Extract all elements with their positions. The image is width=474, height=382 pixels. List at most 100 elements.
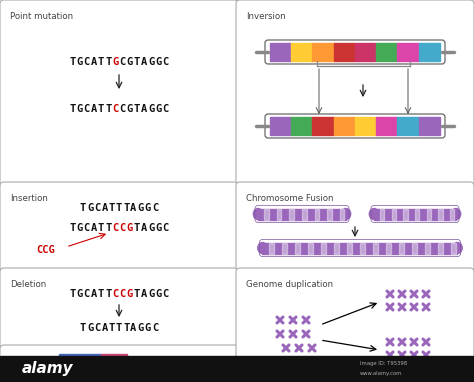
Text: G: G <box>145 323 151 333</box>
Text: T: T <box>134 289 140 299</box>
Text: G: G <box>87 323 93 333</box>
Text: G: G <box>148 289 155 299</box>
Text: G: G <box>76 289 82 299</box>
Text: A: A <box>101 323 108 333</box>
Text: Chromosome Fusion: Chromosome Fusion <box>246 194 334 203</box>
Text: CCG: CCG <box>36 245 55 255</box>
Text: G: G <box>137 203 144 213</box>
Text: Gene duplication: Gene duplication <box>10 357 83 366</box>
Bar <box>334 43 355 61</box>
Text: G: G <box>87 203 93 213</box>
Text: G: G <box>112 57 118 67</box>
Text: G: G <box>155 104 162 114</box>
Text: G: G <box>155 289 162 299</box>
Text: T: T <box>109 323 115 333</box>
Text: T: T <box>123 323 129 333</box>
Bar <box>412 243 417 254</box>
Bar <box>315 209 319 220</box>
Bar <box>450 209 455 220</box>
Bar <box>321 243 326 254</box>
Bar <box>264 209 269 220</box>
Text: G: G <box>76 104 82 114</box>
Text: T: T <box>105 104 111 114</box>
Text: T: T <box>134 57 140 67</box>
Bar <box>374 209 456 220</box>
FancyBboxPatch shape <box>0 0 238 186</box>
FancyBboxPatch shape <box>0 345 238 382</box>
Text: T: T <box>134 223 140 233</box>
Text: A: A <box>91 223 97 233</box>
Text: T: T <box>69 223 75 233</box>
Bar <box>258 209 346 220</box>
Text: T: T <box>105 289 111 299</box>
Text: T: T <box>116 323 122 333</box>
Text: G: G <box>76 223 82 233</box>
Text: alamy: alamy <box>22 361 73 377</box>
Text: G: G <box>145 203 151 213</box>
Text: T: T <box>98 57 104 67</box>
Text: C: C <box>119 289 126 299</box>
Text: T: T <box>80 323 86 333</box>
Bar <box>308 243 313 254</box>
Text: A: A <box>141 223 147 233</box>
FancyBboxPatch shape <box>0 268 238 349</box>
Bar <box>312 117 334 135</box>
Text: G: G <box>148 57 155 67</box>
Bar <box>425 243 430 254</box>
Bar <box>101 354 127 364</box>
Text: C: C <box>163 223 169 233</box>
Bar <box>108 366 134 376</box>
Bar <box>376 43 398 61</box>
Text: G: G <box>76 57 82 67</box>
Text: Deletion: Deletion <box>10 280 46 289</box>
Text: Inversion: Inversion <box>246 12 286 21</box>
Bar <box>334 243 339 254</box>
Text: G: G <box>148 223 155 233</box>
Bar <box>291 117 312 135</box>
Bar <box>295 243 300 254</box>
Text: C: C <box>83 289 90 299</box>
Text: C: C <box>163 57 169 67</box>
Bar <box>327 209 332 220</box>
Bar <box>277 209 282 220</box>
Bar <box>270 117 291 135</box>
Bar <box>427 209 431 220</box>
Bar <box>415 209 419 220</box>
Text: A: A <box>91 104 97 114</box>
Text: G: G <box>127 223 133 233</box>
Text: C: C <box>83 223 90 233</box>
FancyBboxPatch shape <box>236 0 474 186</box>
Bar <box>355 43 376 61</box>
Text: Genome duplication: Genome duplication <box>246 280 333 289</box>
FancyBboxPatch shape <box>236 182 474 272</box>
Text: A: A <box>101 203 108 213</box>
Bar <box>355 117 376 135</box>
Text: T: T <box>69 104 75 114</box>
Bar <box>263 243 457 254</box>
Bar <box>302 209 307 220</box>
Bar <box>340 209 344 220</box>
Text: C: C <box>163 289 169 299</box>
Text: C: C <box>83 57 90 67</box>
Bar <box>90 366 107 376</box>
Bar <box>334 117 355 135</box>
Text: C: C <box>94 323 100 333</box>
Text: C: C <box>152 203 158 213</box>
Bar <box>438 243 443 254</box>
Text: G: G <box>127 104 133 114</box>
Text: T: T <box>98 223 104 233</box>
Text: T: T <box>69 57 75 67</box>
Text: A: A <box>91 289 97 299</box>
Ellipse shape <box>258 243 267 254</box>
Bar <box>0 356 474 382</box>
Bar <box>59 354 101 364</box>
Text: T: T <box>116 203 122 213</box>
Text: C: C <box>112 289 118 299</box>
Text: T: T <box>98 104 104 114</box>
Bar <box>419 117 440 135</box>
Text: G: G <box>127 57 133 67</box>
Ellipse shape <box>253 209 263 220</box>
Text: A: A <box>141 104 147 114</box>
Text: A: A <box>141 289 147 299</box>
Text: T: T <box>69 289 75 299</box>
